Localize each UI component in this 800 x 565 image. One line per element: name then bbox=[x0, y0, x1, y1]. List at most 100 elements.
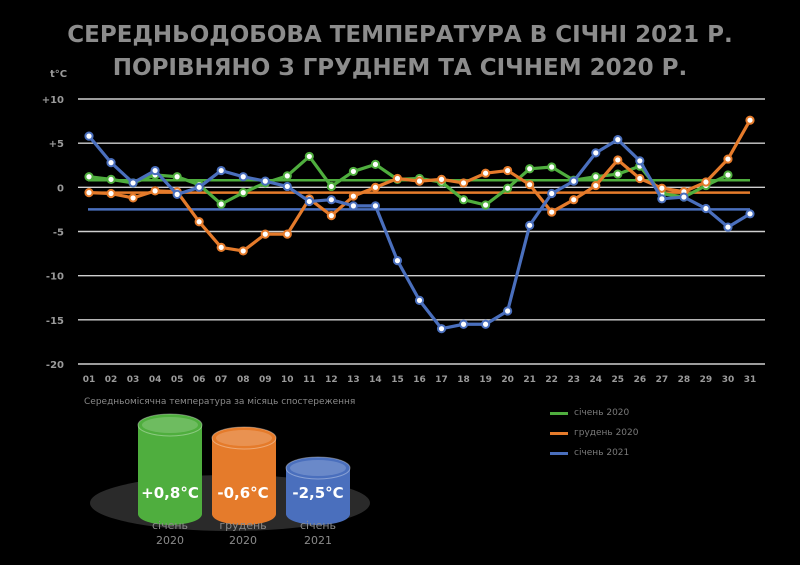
cylinder-caption-jan2020: січень 2020 bbox=[130, 518, 210, 548]
data-point bbox=[525, 180, 535, 190]
data-point bbox=[172, 189, 182, 199]
cylinder-month: січень bbox=[151, 519, 189, 532]
data-point bbox=[282, 181, 292, 192]
x-tick-label: 06 bbox=[193, 375, 206, 385]
x-tick-label: 10 bbox=[281, 375, 294, 385]
cylinder-body bbox=[286, 468, 350, 525]
data-point bbox=[723, 154, 733, 164]
chart-title-line1: СЕРЕДНЬОДОБОВА ТЕМПЕРАТУРА В СІЧНІ 2021 … bbox=[67, 22, 733, 48]
data-point bbox=[106, 174, 116, 184]
legend-item-jan2020: січень 2020 bbox=[550, 403, 638, 423]
cylinder-top-highlight bbox=[142, 417, 198, 433]
average-caption: Середньомісячна температура за місяць сп… bbox=[84, 397, 356, 407]
data-point bbox=[260, 176, 270, 186]
cylinder-top-highlight bbox=[290, 460, 346, 476]
x-tick-label: 15 bbox=[391, 375, 404, 385]
data-point bbox=[458, 319, 469, 329]
data-point bbox=[194, 182, 204, 192]
x-tick-label: 04 bbox=[149, 375, 162, 385]
x-tick-label: 27 bbox=[656, 375, 669, 385]
data-point bbox=[613, 135, 623, 145]
data-point bbox=[635, 156, 645, 166]
data-point bbox=[591, 180, 601, 191]
data-point bbox=[348, 166, 358, 177]
data-point bbox=[458, 178, 469, 188]
x-tick-label: 23 bbox=[567, 375, 580, 385]
legend-label: січень 2020 bbox=[574, 408, 630, 418]
data-point bbox=[657, 183, 667, 193]
cylinder-value-jan2020: +0,8°C bbox=[141, 484, 199, 502]
cylinder-top bbox=[285, 456, 351, 480]
legend-label: січень 2021 bbox=[574, 448, 630, 458]
y-tick-label: -10 bbox=[46, 272, 64, 283]
x-tick-label: 19 bbox=[479, 375, 492, 385]
x-tick-label: 28 bbox=[678, 375, 691, 385]
data-point bbox=[414, 295, 425, 305]
data-point bbox=[481, 168, 491, 178]
x-tick-label: 20 bbox=[501, 375, 514, 385]
data-point bbox=[503, 183, 513, 193]
data-point bbox=[701, 203, 711, 214]
y-axis-label: t°C bbox=[50, 69, 67, 80]
data-point bbox=[635, 173, 645, 184]
data-point bbox=[128, 193, 138, 203]
data-point bbox=[150, 165, 160, 176]
legend: січень 2020 грудень 2020 січень 2021 bbox=[550, 403, 638, 463]
x-tick-label: 22 bbox=[545, 375, 558, 385]
data-point bbox=[172, 172, 182, 182]
data-point bbox=[569, 195, 579, 205]
data-point bbox=[547, 188, 557, 199]
data-point bbox=[348, 201, 358, 211]
cylinder-year: 2021 bbox=[304, 534, 332, 547]
cylinder-value-jan2021: -2,5°C bbox=[292, 484, 344, 502]
data-point bbox=[216, 242, 226, 252]
y-tick-label: +5 bbox=[49, 139, 64, 150]
x-tick-label: 21 bbox=[523, 375, 536, 385]
x-tick-label: 12 bbox=[325, 375, 338, 385]
chart-title-line2: ПОРІВНЯНО З ГРУДНЕМ ТА СІЧНЕМ 2020 Р. bbox=[112, 55, 688, 81]
data-point bbox=[370, 182, 381, 192]
data-point bbox=[723, 222, 733, 232]
y-tick-label: -15 bbox=[46, 316, 64, 327]
data-point bbox=[128, 178, 138, 188]
x-tick-label: 16 bbox=[413, 375, 426, 385]
data-point bbox=[745, 209, 755, 219]
legend-label: грудень 2020 bbox=[574, 428, 639, 438]
data-point bbox=[591, 172, 601, 182]
data-point bbox=[216, 165, 226, 176]
legend-swatch bbox=[550, 411, 568, 415]
data-point bbox=[150, 186, 160, 196]
data-point bbox=[370, 159, 381, 169]
data-point bbox=[591, 148, 601, 158]
cylinder-caption-jan2021: січень 2021 bbox=[278, 518, 358, 548]
y-tick-label: -20 bbox=[46, 360, 64, 371]
data-point bbox=[326, 211, 336, 221]
data-point bbox=[282, 229, 292, 239]
cylinder-top-highlight bbox=[216, 430, 272, 446]
data-point bbox=[194, 217, 204, 227]
data-point bbox=[238, 246, 248, 256]
data-point bbox=[458, 195, 469, 205]
data-point bbox=[679, 192, 689, 202]
data-point bbox=[547, 162, 557, 172]
data-point bbox=[481, 200, 491, 210]
cylinder-body bbox=[212, 438, 276, 525]
x-tick-label: 09 bbox=[259, 375, 272, 385]
x-tick-label: 18 bbox=[457, 375, 470, 385]
x-tick-label: 11 bbox=[303, 375, 316, 385]
data-point bbox=[613, 169, 623, 179]
legend-item-dec2020: грудень 2020 bbox=[550, 423, 638, 443]
data-point bbox=[525, 220, 535, 230]
x-tick-label: 02 bbox=[105, 375, 118, 385]
cylinder-month: грудень bbox=[219, 519, 267, 532]
data-point bbox=[392, 256, 403, 266]
y-tick-label: -5 bbox=[53, 228, 64, 239]
x-tick-label: 26 bbox=[634, 375, 647, 385]
cylinder-top bbox=[211, 426, 277, 450]
data-point bbox=[106, 188, 116, 199]
data-point bbox=[723, 170, 733, 180]
data-point bbox=[392, 173, 403, 184]
data-point bbox=[326, 181, 336, 192]
data-point bbox=[701, 177, 711, 187]
